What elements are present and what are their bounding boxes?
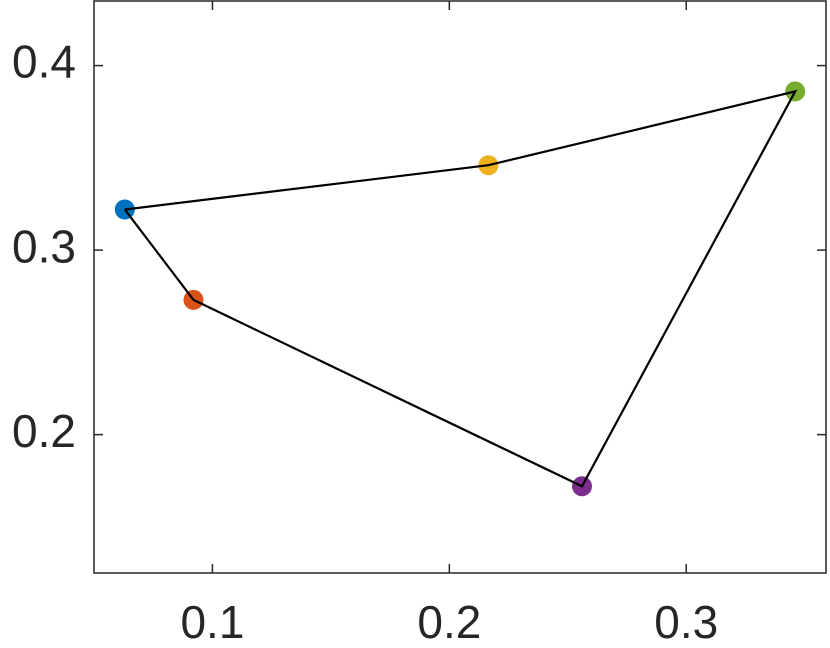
y-tick-label: 0.3: [12, 220, 76, 272]
axes-box: [93, 0, 827, 574]
x-tick-label: 0.1: [180, 596, 244, 648]
y-tick-label: 0.4: [12, 36, 76, 88]
y-tick-label: 0.2: [12, 405, 76, 457]
x-tick-label: 0.3: [654, 596, 718, 648]
line: [123, 89, 798, 488]
x-tick-label: 0.2: [417, 596, 481, 648]
